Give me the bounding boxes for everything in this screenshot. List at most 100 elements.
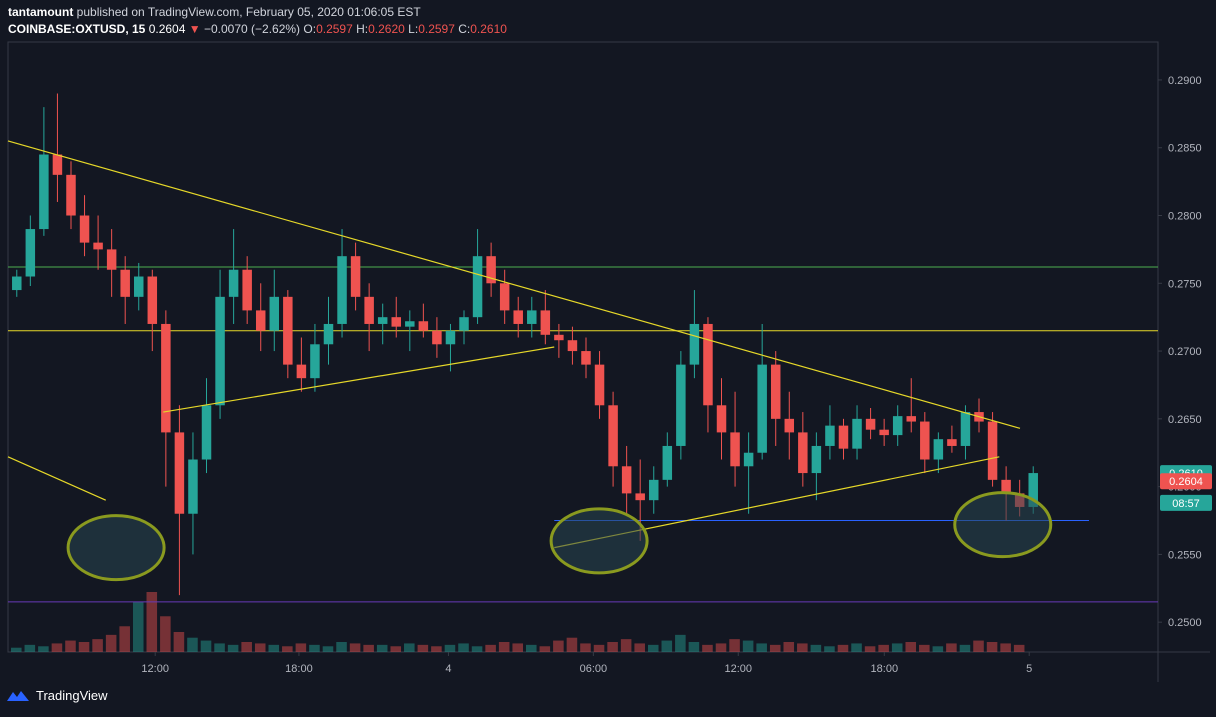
volume-bar bbox=[160, 616, 171, 652]
y-tick-label: 0.2650 bbox=[1168, 414, 1202, 426]
price-label-box bbox=[1160, 473, 1212, 490]
candle-body bbox=[825, 425, 835, 446]
price-label-text: 08:57 bbox=[1172, 498, 1200, 510]
candle-body bbox=[920, 421, 930, 460]
volume-bar bbox=[78, 642, 90, 652]
volume-bar bbox=[431, 646, 442, 652]
volume-bar bbox=[919, 644, 930, 652]
candle-body bbox=[283, 296, 293, 365]
volume-bar bbox=[24, 644, 36, 652]
volume-bar bbox=[702, 644, 713, 652]
volume-bar bbox=[878, 644, 889, 652]
candle-body bbox=[649, 479, 659, 501]
candle-body bbox=[784, 418, 795, 433]
volume-bar bbox=[729, 639, 740, 652]
candle-body bbox=[364, 296, 374, 324]
volume-bar bbox=[119, 626, 130, 652]
x-tick-label: 18:00 bbox=[285, 663, 313, 675]
volume-bar bbox=[92, 639, 103, 652]
candle-body bbox=[432, 330, 442, 345]
open-label: O: bbox=[303, 22, 317, 36]
volume-bar bbox=[864, 646, 876, 652]
last-price: 0.2604 bbox=[148, 22, 186, 36]
tradingview-footer[interactable]: TradingView bbox=[6, 688, 108, 703]
volume-bar bbox=[268, 644, 280, 652]
candle-body bbox=[52, 154, 63, 175]
low-value: 0.2597 bbox=[418, 22, 455, 36]
candle-body bbox=[960, 412, 971, 446]
candle-body bbox=[215, 296, 225, 406]
highlight-ellipse bbox=[66, 514, 166, 582]
candle-body bbox=[12, 276, 22, 291]
candle-body bbox=[188, 459, 198, 514]
volume-bar bbox=[11, 647, 22, 652]
candle-body bbox=[716, 405, 727, 433]
x-tick-label: 12:00 bbox=[724, 663, 752, 675]
volume-bar bbox=[891, 643, 903, 652]
candle-body bbox=[567, 340, 578, 352]
volume-bar bbox=[444, 644, 456, 652]
candle-body bbox=[879, 429, 889, 436]
price-label-box bbox=[1160, 494, 1212, 511]
candle-body bbox=[621, 466, 632, 494]
ohlc-line: COINBASE:OXTUSD, 15 0.2604 ▼ −0.0070 (−2… bbox=[8, 21, 507, 38]
volume-bar bbox=[254, 643, 266, 652]
candle-body bbox=[201, 405, 212, 460]
volume-bar bbox=[146, 592, 158, 652]
high-label: H: bbox=[356, 22, 369, 36]
volume-bar bbox=[783, 642, 795, 652]
candle-body bbox=[689, 323, 700, 365]
volume-bar bbox=[309, 644, 320, 652]
candle-body bbox=[161, 323, 171, 433]
candle-body bbox=[852, 418, 862, 449]
candle-body bbox=[25, 229, 36, 277]
candle-body bbox=[120, 269, 130, 297]
volume-bar bbox=[458, 643, 469, 652]
volume-bar bbox=[675, 634, 686, 652]
volume-bar bbox=[1000, 643, 1011, 652]
candle-body bbox=[811, 445, 822, 474]
candle-body bbox=[933, 439, 944, 460]
price-change: −0.0070 (−2.62%) bbox=[203, 22, 301, 36]
volume-bar bbox=[647, 644, 659, 652]
volume-bar bbox=[742, 640, 754, 652]
volume-bar bbox=[105, 634, 117, 652]
candle-body bbox=[391, 317, 401, 327]
candle-body bbox=[892, 416, 903, 436]
volume-bar bbox=[227, 644, 239, 652]
candle-body bbox=[608, 405, 618, 467]
candle-body bbox=[242, 269, 252, 311]
candle-body bbox=[676, 364, 686, 446]
y-tick-label: 0.2800 bbox=[1168, 211, 1202, 223]
candle-body bbox=[798, 432, 808, 474]
y-tick-label: 0.2900 bbox=[1168, 75, 1202, 87]
high-value: 0.2620 bbox=[368, 22, 405, 36]
candle-body bbox=[1028, 473, 1038, 507]
tradingview-logo-icon bbox=[7, 690, 29, 701]
volume-bar bbox=[607, 642, 618, 652]
candle-body bbox=[581, 351, 591, 365]
x-tick-label: 5 bbox=[1026, 663, 1032, 675]
volume-bar bbox=[824, 646, 835, 652]
volume-bar bbox=[769, 644, 781, 652]
volume-bar bbox=[661, 640, 673, 652]
volume-bar bbox=[932, 646, 944, 652]
candle-body bbox=[865, 418, 876, 430]
candle-body bbox=[255, 310, 266, 331]
candle-body bbox=[947, 439, 957, 446]
volume-bar bbox=[905, 642, 917, 652]
close-value: 0.2610 bbox=[470, 22, 507, 36]
candle-body bbox=[513, 310, 523, 324]
volume-bar bbox=[851, 643, 862, 652]
candle-body bbox=[743, 452, 754, 467]
author-name[interactable]: tantamount bbox=[8, 5, 74, 19]
volume-bar bbox=[797, 643, 808, 652]
volume-bar bbox=[620, 639, 632, 652]
candle-body bbox=[310, 344, 320, 379]
open-value: 0.2597 bbox=[316, 22, 353, 36]
candle-body bbox=[269, 296, 280, 331]
volume-bar bbox=[580, 643, 591, 652]
candle-body bbox=[486, 256, 496, 284]
volume-bar bbox=[973, 640, 984, 652]
